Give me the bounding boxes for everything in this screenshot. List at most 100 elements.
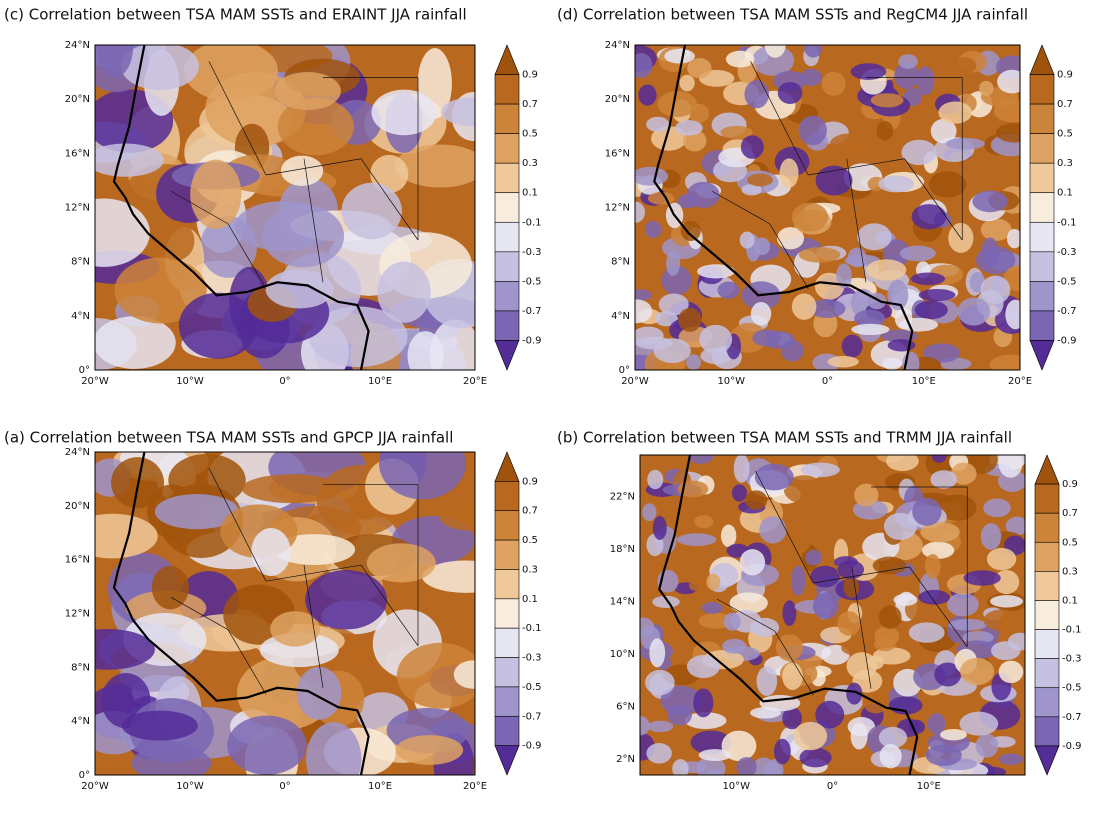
correlation-patch: [657, 91, 697, 118]
correlation-patch: [843, 576, 860, 598]
correlation-patch: [647, 720, 674, 733]
map-field: [635, 45, 1020, 370]
latitude-label: 0°: [79, 770, 90, 781]
correlation-patch: [699, 324, 733, 354]
correlation-patch: [918, 288, 956, 302]
map-frame: [634, 44, 1021, 371]
correlation-patch: [688, 455, 714, 464]
border-line: [360, 158, 419, 241]
colorbar-label: 0.1: [1057, 188, 1073, 199]
correlation-patch: [306, 722, 362, 775]
panel-title: (b) Correlation between TSA MAM SSTs and…: [557, 429, 1012, 447]
map-field: [640, 455, 1025, 775]
correlation-patch: [804, 45, 823, 58]
colorbar-label: 0.5: [1057, 129, 1073, 140]
map-field: [95, 452, 475, 775]
colorbar-box: [1034, 716, 1060, 747]
correlation-patch: [793, 721, 828, 751]
border-line: [303, 564, 324, 688]
correlation-patch: [642, 503, 657, 522]
colorbar: 0.9 0.7 0.5 0.3 0.1 -0.1 -0.3 -0.5 -0.7 -0.9: [494, 451, 542, 776]
longitude-label: 0°: [822, 376, 833, 387]
correlation-patch: [894, 62, 920, 90]
correlation-patch: [953, 57, 977, 75]
colorbar-label: -0.7: [1057, 306, 1077, 317]
correlation-patch: [981, 237, 1000, 268]
colorbar-label: -0.7: [522, 711, 542, 722]
correlation-patch: [95, 513, 158, 559]
correlation-patch: [653, 338, 691, 364]
correlation-patch: [975, 733, 999, 758]
correlation-patch: [733, 455, 750, 483]
longitude-label: 10°E: [368, 376, 392, 387]
correlation-patch: [422, 560, 475, 593]
correlation-patch: [638, 84, 657, 106]
border-line: [755, 470, 814, 584]
correlation-patch: [713, 455, 731, 470]
longitude-label: 20°W: [621, 376, 649, 387]
correlation-patch: [880, 329, 918, 343]
correlation-patch: [854, 483, 879, 507]
colorbar-arrow: [494, 745, 520, 776]
longitude-label: 10°E: [917, 781, 941, 792]
colorbar-box: [1034, 629, 1060, 659]
correlation-patch: [635, 201, 645, 223]
colorbar-label: 0.3: [1057, 158, 1073, 169]
border-line: [846, 158, 867, 283]
correlation-patch: [121, 710, 198, 741]
colorbar: 0.9 0.7 0.5 0.3 0.1 -0.1 -0.3 -0.5 -0.7 -0.9: [1029, 44, 1077, 371]
correlation-patch: [686, 181, 720, 209]
map-frame: [94, 44, 476, 371]
correlation-patch: [725, 50, 755, 68]
longitude-label: 10°W: [176, 376, 204, 387]
colorbar-box: [494, 627, 520, 658]
correlation-patch: [870, 93, 904, 108]
correlation-patch: [366, 543, 436, 583]
colorbar-label: 0.7: [1057, 99, 1073, 110]
colorbar-box: [494, 103, 520, 134]
colorbar-box: [1029, 192, 1055, 223]
longitude-label: 20°W: [81, 376, 109, 387]
correlation-patch: [370, 154, 409, 194]
longitude-label: 0°: [279, 781, 290, 792]
correlation-patch: [899, 245, 936, 262]
correlation-patch: [729, 592, 768, 614]
latitude-label: 0°: [79, 365, 90, 376]
correlation-patch: [998, 660, 1024, 684]
correlation-patch: [155, 220, 195, 261]
correlation-patch: [750, 617, 780, 638]
correlation-patch: [989, 354, 1020, 370]
correlation-patch: [693, 688, 714, 718]
correlation-patch: [1005, 299, 1020, 330]
colorbar-label: -0.1: [1062, 625, 1082, 636]
correlation-patch: [998, 455, 1023, 478]
border-line: [813, 566, 910, 584]
colorbar-label: 0.3: [522, 564, 538, 575]
correlation-patch: [898, 54, 918, 69]
correlation-patch: [717, 281, 740, 299]
correlation-patch: [305, 569, 387, 630]
correlation-patch: [997, 69, 1020, 94]
longitude-label: 10°E: [368, 781, 392, 792]
correlation-patch: [854, 309, 886, 328]
colorbar-box: [1029, 162, 1055, 194]
colorbar-label: -0.9: [1062, 741, 1082, 752]
coastline: [112, 45, 370, 370]
colorbar-label: 0.9: [522, 70, 538, 81]
latitude-label: 4°N: [611, 311, 630, 322]
colorbar-box: [1029, 74, 1055, 105]
colorbar-label: 0.1: [522, 188, 538, 199]
correlation-patch: [121, 45, 200, 91]
correlation-patch: [915, 470, 931, 486]
border-line: [265, 158, 362, 176]
correlation-patch: [931, 455, 947, 463]
correlation-patch: [154, 493, 239, 530]
correlation-patch: [921, 541, 955, 559]
map-field: [95, 45, 475, 370]
longitude-label: 10°E: [912, 376, 936, 387]
latitude-label: 8°N: [71, 662, 90, 673]
panel-title: (a) Correlation between TSA MAM SSTs and…: [4, 429, 453, 447]
correlation-patch: [667, 704, 692, 726]
correlation-patch: [821, 71, 846, 96]
